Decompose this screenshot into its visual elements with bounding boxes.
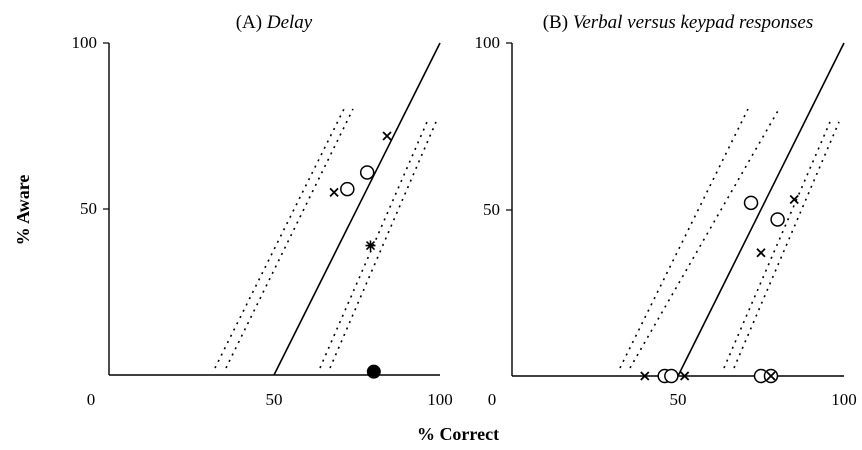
- panel-a: (A) Delay 100 50 0 50 100: [72, 12, 453, 409]
- panel-a-upper-bound-left: [214, 108, 345, 369]
- y-axis-label: % Aware: [13, 175, 33, 246]
- panel-b-x-tick-label-100: 100: [831, 390, 857, 409]
- panel-b-upper-bound-right: [629, 108, 780, 369]
- panel-a-point-cross-1: [329, 187, 339, 198]
- panel-a-x-tick-label-100: 100: [427, 390, 453, 409]
- panel-b-y-tick-label-50: 50: [483, 200, 500, 219]
- panel-b: (B) Verbal versus keypad responses 100 5…: [475, 12, 857, 409]
- panel-b-point-cross-4: [640, 371, 650, 381]
- panel-a-point-filled-circle-5: [366, 364, 381, 379]
- panel-a-lower-bound-right: [329, 121, 437, 369]
- panel-b-point-open-circle-0: [743, 195, 759, 211]
- panel-b-x-tick-label-50: 50: [670, 390, 687, 409]
- panel-a-points: [329, 131, 392, 379]
- panel-a-point-asterisk-4: [365, 240, 376, 251]
- panel-a-point-open-circle-3: [359, 165, 375, 180]
- panel-b-point-cross-10: [766, 371, 776, 381]
- x-axis-label: % Correct: [417, 424, 499, 444]
- panel-a-y-tick-label-100: 100: [72, 33, 98, 52]
- panel-a-point-open-circle-2: [340, 181, 355, 197]
- panel-b-lower-bound-left: [723, 121, 831, 369]
- panel-a-y-tick-label-50: 50: [80, 199, 97, 218]
- panel-b-point-open-circle-1: [770, 212, 785, 227]
- panel-b-y-tick-label-100: 100: [475, 33, 501, 52]
- panel-b-points: [640, 194, 799, 384]
- panel-a-diagonal-line: [273, 42, 441, 376]
- panel-b-title: (B) Verbal versus keypad responses: [543, 12, 814, 33]
- panel-b-diagonal-line: [677, 42, 845, 377]
- panel-b-lower-bound-right: [733, 121, 840, 369]
- panel-b-x-tick-label-0: 0: [488, 390, 497, 409]
- panel-b-point-cross-7: [680, 371, 690, 381]
- panel-a-upper-bound-right: [225, 108, 354, 369]
- panel-a-x-tick-label-0: 0: [87, 390, 96, 409]
- panel-b-point-open-circle-6: [664, 368, 679, 384]
- panel-a-title: (A) Delay: [236, 12, 313, 33]
- panel-a-point-cross-0: [382, 131, 392, 141]
- panel-b-point-cross-3: [756, 248, 766, 258]
- panel-b-upper-bound-left: [619, 108, 749, 369]
- panel-b-point-cross-2: [789, 194, 799, 205]
- panel-a-x-tick-label-50: 50: [266, 390, 283, 409]
